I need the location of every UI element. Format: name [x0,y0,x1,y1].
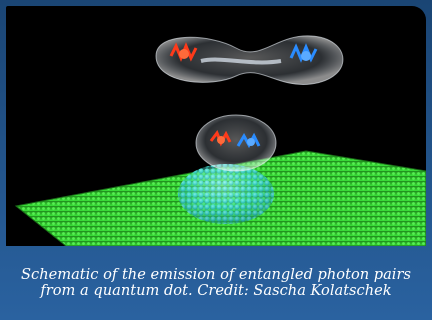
illustration-svg [14,35,426,246]
quantum-dot-illustration [6,6,426,246]
photon-pair-bubble-upper [155,35,344,85]
figure-caption: Schematic of the emission of entangled p… [21,266,411,299]
photon-pair-bubble-lower [195,114,277,172]
